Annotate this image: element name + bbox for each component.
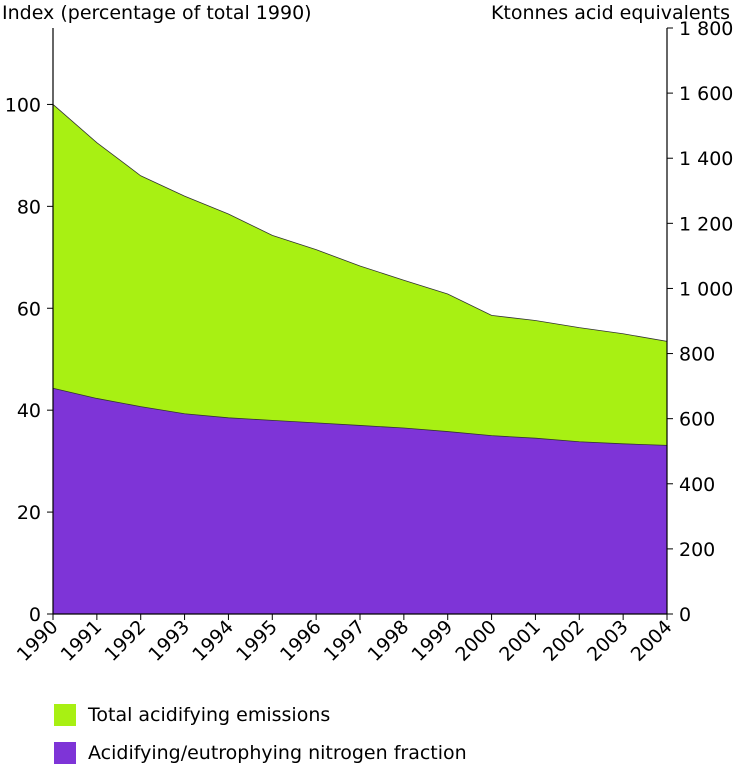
series-areas (52, 103, 668, 615)
x-tick-label: 1999 (407, 616, 457, 666)
area-nitrogen (52, 387, 668, 615)
right-tick-label: 800 (679, 344, 715, 366)
right-tick-label: 1 600 (679, 83, 733, 105)
legend-label-total: Total acidifying emissions (88, 704, 331, 726)
right-tick-label: 200 (679, 539, 715, 561)
right-axis-title: Ktonnes acid equivalents (490, 2, 730, 24)
x-tick-label: 1993 (144, 616, 194, 666)
left-tick-label: 60 (17, 298, 41, 320)
left-tick-label: 100 (5, 94, 41, 116)
right-tick-label: 400 (679, 474, 715, 496)
x-tick-label: 1994 (188, 616, 238, 666)
left-tick-label: 20 (17, 502, 41, 524)
legend-swatch-total (54, 704, 76, 726)
x-tick-label: 2003 (583, 616, 633, 666)
legend-item-nitrogen: Acidifying/eutrophying nitrogen fraction (54, 738, 467, 768)
left-axis-title: Index (percentage of total 1990) (2, 2, 312, 24)
right-tick-label: 1 200 (679, 213, 733, 235)
legend-label-nitrogen: Acidifying/eutrophying nitrogen fraction (88, 742, 467, 764)
right-tick-label: 1 800 (679, 18, 733, 40)
left-tick-label: 0 (29, 604, 41, 626)
x-tick-label: 2002 (539, 616, 589, 666)
area-chart: 0 20 40 60 80 100 0 200 400 600 800 1 000 1 200 1 40… (5, 18, 734, 666)
x-axis-ticks: 1990199119921993199419951996199719981999… (13, 614, 677, 666)
x-tick-label: 2000 (451, 616, 501, 666)
legend-item-total: Total acidifying emissions (54, 700, 467, 730)
left-axis-ticks: 0 20 40 60 80 100 (5, 94, 53, 626)
x-tick-label: 2004 (627, 616, 677, 666)
right-tick-label: 600 (679, 409, 715, 431)
right-axis-ticks: 0 200 400 600 800 1 000 1 200 1 400 1 600 1 800 (667, 18, 733, 626)
x-tick-label: 1991 (57, 616, 107, 666)
legend: Total acidifying emissions Acidifying/eu… (54, 700, 467, 776)
x-tick-label: 1996 (276, 616, 326, 666)
left-tick-label: 40 (17, 400, 41, 422)
right-tick-label: 0 (679, 604, 691, 626)
left-tick-label: 80 (17, 196, 41, 218)
x-tick-label: 1997 (320, 616, 370, 666)
x-tick-label: 1998 (364, 616, 414, 666)
right-tick-label: 1 400 (679, 148, 733, 170)
legend-swatch-nitrogen (54, 742, 76, 764)
x-tick-label: 2001 (495, 616, 545, 666)
x-tick-label: 1992 (100, 616, 150, 666)
x-tick-label: 1995 (232, 616, 282, 666)
right-tick-label: 1 000 (679, 278, 733, 300)
